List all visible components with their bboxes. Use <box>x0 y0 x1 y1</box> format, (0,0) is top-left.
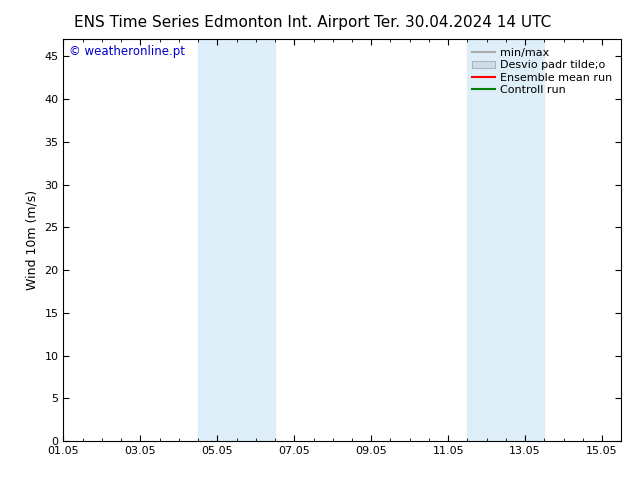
Text: ENS Time Series Edmonton Int. Airport: ENS Time Series Edmonton Int. Airport <box>74 15 370 30</box>
Text: © weatheronline.pt: © weatheronline.pt <box>69 45 185 58</box>
Bar <box>198 39 275 441</box>
Y-axis label: Wind 10m (m/s): Wind 10m (m/s) <box>26 190 39 290</box>
Text: Ter. 30.04.2024 14 UTC: Ter. 30.04.2024 14 UTC <box>374 15 552 30</box>
Bar <box>467 39 545 441</box>
Legend: min/max, Desvio padr tilde;o, Ensemble mean run, Controll run: min/max, Desvio padr tilde;o, Ensemble m… <box>469 45 616 98</box>
